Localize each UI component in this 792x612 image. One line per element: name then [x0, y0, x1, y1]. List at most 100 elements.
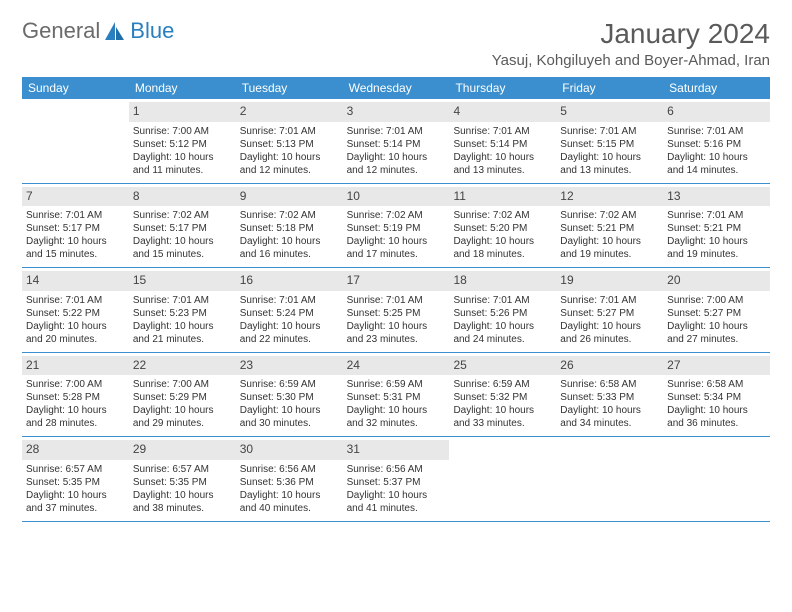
sunset-line: Sunset: 5:29 PM: [133, 391, 232, 404]
day-number: 12: [556, 187, 663, 207]
sunset-line: Sunset: 5:35 PM: [26, 476, 125, 489]
sunrise-line: Sunrise: 7:01 AM: [667, 209, 766, 222]
day-number: 19: [556, 271, 663, 291]
sunset-line: Sunset: 5:22 PM: [26, 307, 125, 320]
day-cell: 18Sunrise: 7:01 AMSunset: 5:26 PMDayligh…: [449, 268, 556, 352]
day-number: 7: [22, 187, 129, 207]
day-cell-empty: [22, 99, 129, 183]
day-cell: 20Sunrise: 7:00 AMSunset: 5:27 PMDayligh…: [663, 268, 770, 352]
daylight-line: Daylight: 10 hours and 27 minutes.: [667, 320, 766, 346]
sunset-line: Sunset: 5:31 PM: [347, 391, 446, 404]
sunrise-line: Sunrise: 7:02 AM: [347, 209, 446, 222]
daylight-line: Daylight: 10 hours and 14 minutes.: [667, 151, 766, 177]
day-cell: 30Sunrise: 6:56 AMSunset: 5:36 PMDayligh…: [236, 437, 343, 521]
daylight-line: Daylight: 10 hours and 41 minutes.: [347, 489, 446, 515]
daylight-line: Daylight: 10 hours and 11 minutes.: [133, 151, 232, 177]
week-row: 14Sunrise: 7:01 AMSunset: 5:22 PMDayligh…: [22, 268, 770, 353]
sunset-line: Sunset: 5:30 PM: [240, 391, 339, 404]
day-cell: 7 Sunrise: 7:01 AMSunset: 5:17 PMDaylight…: [22, 184, 129, 268]
day-cell: 28Sunrise: 6:57 AMSunset: 5:35 PMDayligh…: [22, 437, 129, 521]
weekday-header: Thursday: [449, 77, 556, 99]
daylight-line: Daylight: 10 hours and 20 minutes.: [26, 320, 125, 346]
daylight-line: Daylight: 10 hours and 37 minutes.: [26, 489, 125, 515]
sunrise-line: Sunrise: 7:00 AM: [26, 378, 125, 391]
sunset-line: Sunset: 5:33 PM: [560, 391, 659, 404]
daylight-line: Daylight: 10 hours and 26 minutes.: [560, 320, 659, 346]
sunrise-line: Sunrise: 6:57 AM: [133, 463, 232, 476]
day-number: 22: [129, 356, 236, 376]
sunrise-line: Sunrise: 6:56 AM: [240, 463, 339, 476]
page-header: General Blue January 2024 Yasuj, Kohgilu…: [22, 18, 770, 69]
sunrise-line: Sunrise: 7:01 AM: [26, 209, 125, 222]
sunrise-line: Sunrise: 7:01 AM: [133, 294, 232, 307]
brand-word-1: General: [22, 18, 100, 44]
brand-logo: General Blue: [22, 18, 174, 44]
day-number: 9: [236, 187, 343, 207]
day-cell: 12Sunrise: 7:02 AMSunset: 5:21 PMDayligh…: [556, 184, 663, 268]
weekday-header: Saturday: [663, 77, 770, 99]
week-row: 21Sunrise: 7:00 AMSunset: 5:28 PMDayligh…: [22, 353, 770, 438]
sunset-line: Sunset: 5:17 PM: [133, 222, 232, 235]
daylight-line: Daylight: 10 hours and 12 minutes.: [240, 151, 339, 177]
daylight-line: Daylight: 10 hours and 12 minutes.: [347, 151, 446, 177]
day-cell: 19Sunrise: 7:01 AMSunset: 5:27 PMDayligh…: [556, 268, 663, 352]
daylight-line: Daylight: 10 hours and 38 minutes.: [133, 489, 232, 515]
sunrise-line: Sunrise: 7:01 AM: [240, 125, 339, 138]
sunrise-line: Sunrise: 7:01 AM: [453, 294, 552, 307]
day-cell: 21Sunrise: 7:00 AMSunset: 5:28 PMDayligh…: [22, 353, 129, 437]
daylight-line: Daylight: 10 hours and 36 minutes.: [667, 404, 766, 430]
day-number: 28: [22, 440, 129, 460]
location-text: Yasuj, Kohgiluyeh and Boyer-Ahmad, Iran: [492, 52, 770, 69]
sunset-line: Sunset: 5:25 PM: [347, 307, 446, 320]
day-cell: 23Sunrise: 6:59 AMSunset: 5:30 PMDayligh…: [236, 353, 343, 437]
sunrise-line: Sunrise: 6:59 AM: [347, 378, 446, 391]
weekday-header: Sunday: [22, 77, 129, 99]
day-cell: 22Sunrise: 7:00 AMSunset: 5:29 PMDayligh…: [129, 353, 236, 437]
day-number: 11: [449, 187, 556, 207]
day-cell: 2Sunrise: 7:01 AMSunset: 5:13 PMDaylight…: [236, 99, 343, 183]
day-number: 10: [343, 187, 450, 207]
week-row: 28Sunrise: 6:57 AMSunset: 5:35 PMDayligh…: [22, 437, 770, 522]
day-cell: 25Sunrise: 6:59 AMSunset: 5:32 PMDayligh…: [449, 353, 556, 437]
sunrise-line: Sunrise: 7:02 AM: [133, 209, 232, 222]
sunrise-line: Sunrise: 7:01 AM: [347, 294, 446, 307]
daylight-line: Daylight: 10 hours and 19 minutes.: [560, 235, 659, 261]
day-cell-empty: [556, 437, 663, 521]
sunset-line: Sunset: 5:15 PM: [560, 138, 659, 151]
daylight-line: Daylight: 10 hours and 33 minutes.: [453, 404, 552, 430]
daylight-line: Daylight: 10 hours and 32 minutes.: [347, 404, 446, 430]
day-cell: 8Sunrise: 7:02 AMSunset: 5:17 PMDaylight…: [129, 184, 236, 268]
sunset-line: Sunset: 5:17 PM: [26, 222, 125, 235]
weekday-header-row: SundayMondayTuesdayWednesdayThursdayFrid…: [22, 77, 770, 99]
sunrise-line: Sunrise: 7:00 AM: [133, 125, 232, 138]
day-number: 1: [129, 102, 236, 122]
sail-icon: [104, 21, 126, 41]
day-number: 20: [663, 271, 770, 291]
sunrise-line: Sunrise: 7:01 AM: [453, 125, 552, 138]
week-row: 7Sunrise: 7:01 AMSunset: 5:17 PMDaylight…: [22, 184, 770, 269]
day-number: 31: [343, 440, 450, 460]
sunrise-line: Sunrise: 6:56 AM: [347, 463, 446, 476]
day-number: 29: [129, 440, 236, 460]
daylight-line: Daylight: 10 hours and 34 minutes.: [560, 404, 659, 430]
day-number: 4: [449, 102, 556, 122]
daylight-line: Daylight: 10 hours and 21 minutes.: [133, 320, 232, 346]
day-number: 13: [663, 187, 770, 207]
day-number: 27: [663, 356, 770, 376]
sunset-line: Sunset: 5:12 PM: [133, 138, 232, 151]
weeks-container: 1Sunrise: 7:00 AMSunset: 5:12 PMDaylight…: [22, 99, 770, 522]
day-cell: 16Sunrise: 7:01 AMSunset: 5:24 PMDayligh…: [236, 268, 343, 352]
daylight-line: Daylight: 10 hours and 24 minutes.: [453, 320, 552, 346]
sunset-line: Sunset: 5:18 PM: [240, 222, 339, 235]
month-title: January 2024: [492, 18, 770, 50]
sunrise-line: Sunrise: 6:59 AM: [240, 378, 339, 391]
day-cell: 1 Sunrise: 7:00 AMSunset: 5:12 PMDaylight…: [129, 99, 236, 183]
daylight-line: Daylight: 10 hours and 15 minutes.: [26, 235, 125, 261]
day-cell: 17Sunrise: 7:01 AMSunset: 5:25 PMDayligh…: [343, 268, 450, 352]
sunset-line: Sunset: 5:37 PM: [347, 476, 446, 489]
sunset-line: Sunset: 5:27 PM: [560, 307, 659, 320]
sunset-line: Sunset: 5:14 PM: [347, 138, 446, 151]
daylight-line: Daylight: 10 hours and 29 minutes.: [133, 404, 232, 430]
sunset-line: Sunset: 5:36 PM: [240, 476, 339, 489]
sunset-line: Sunset: 5:32 PM: [453, 391, 552, 404]
